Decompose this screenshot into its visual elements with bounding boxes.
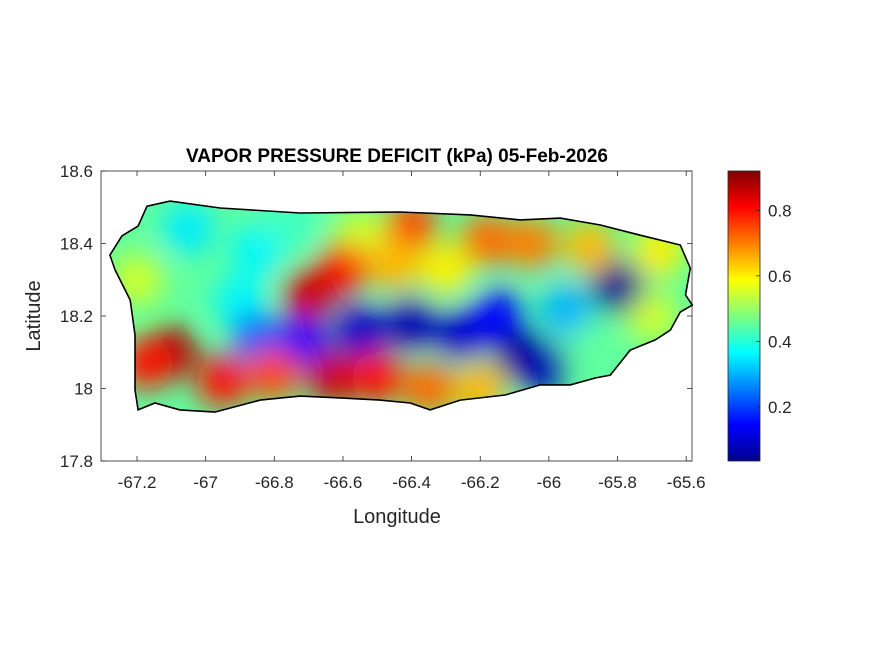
colorbar-tick-label: 0.2 [768, 398, 792, 417]
vpd-sample [564, 221, 617, 274]
x-tick-label: -65.6 [667, 473, 706, 492]
vpd-sample [505, 217, 558, 270]
colorbar [727, 170, 761, 462]
x-tick-label: -66.6 [324, 473, 363, 492]
vpd-sample [282, 268, 335, 321]
y-tick-label: 18.4 [60, 235, 93, 254]
vpd-sample [461, 213, 514, 266]
chart-title: VAPOR PRESSURE DEFICIT (kPa) 05-Feb-2026 [186, 146, 608, 167]
y-axis-label: Latitude [23, 280, 45, 351]
colorbar-tick-label: 0.4 [768, 332, 792, 351]
vpd-sample [368, 239, 421, 292]
colorbar-tick-label: 0.6 [768, 267, 792, 286]
y-tick-label: 17.8 [60, 452, 93, 471]
x-axis-label: Longitude [353, 506, 441, 528]
vpd-sample [196, 355, 249, 408]
vpd-sample [248, 348, 301, 400]
vpd-sample [306, 351, 359, 404]
colorbar-tick-label: 0.8 [768, 201, 792, 220]
vpd-sample [516, 340, 569, 393]
x-tick-label: -67.2 [118, 473, 157, 492]
x-tick-label: -66.2 [461, 473, 500, 492]
vpd-sample [591, 261, 644, 313]
y-tick-label: 18.6 [60, 162, 93, 181]
y-tick-label: 18.2 [60, 307, 93, 326]
coastline-outline [109, 200, 694, 413]
y-tick-label: 18 [74, 380, 93, 399]
vpd-sample [385, 297, 438, 350]
vpd-sample [402, 362, 455, 413]
x-tick-label: -67 [193, 473, 218, 492]
vpd-field [109, 201, 693, 413]
x-tick-label: -66.4 [392, 473, 431, 492]
x-tick-label: -66 [537, 473, 562, 492]
vpd-sample [351, 351, 404, 404]
vpd-sample [540, 282, 593, 335]
vpd-sample [162, 203, 215, 255]
vpd-sample [419, 242, 472, 295]
vpd-sample [625, 290, 678, 342]
vpd-sample [334, 304, 387, 357]
vpd-sample [471, 290, 524, 342]
x-tick-label: -66.8 [255, 473, 294, 492]
x-tick-label: -65.8 [598, 473, 637, 492]
